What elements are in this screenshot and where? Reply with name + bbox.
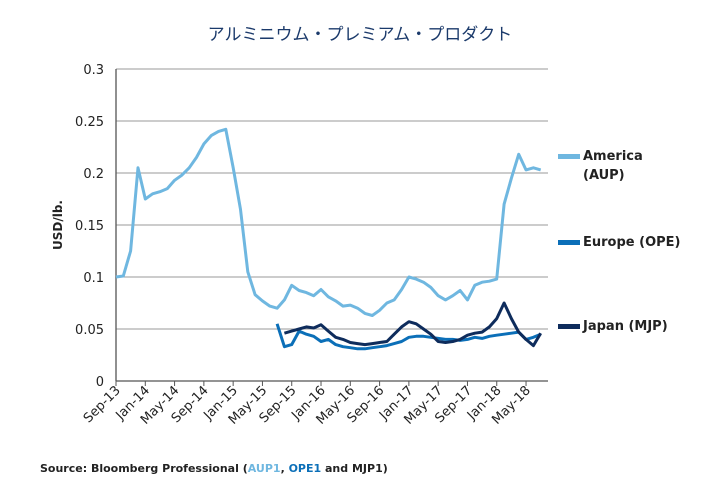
legend: America (AUP) Europe (OPE) Japan (MJP) <box>558 149 680 334</box>
source-code-ope1: OPE1 <box>288 462 322 475</box>
source-code-aup1: AUP1 <box>247 462 281 475</box>
y-tick-label: 0.1 <box>83 271 104 286</box>
legend-swatch <box>558 324 580 329</box>
legend-label: Japan (MJP) <box>582 319 668 334</box>
y-tick-label: 0.25 <box>75 115 104 130</box>
source-prefix: Source: Bloomberg Professional ( <box>40 462 248 475</box>
source-note: Source: Bloomberg Professional (AUP1, OP… <box>40 462 388 475</box>
source-sep1: , <box>280 462 289 475</box>
series-line-2 <box>283 301 542 348</box>
y-tick-label: 0 <box>96 375 104 390</box>
legend-swatch <box>558 240 580 245</box>
source-code-mjp1: MJP1 <box>351 462 383 475</box>
source-suffix: ) <box>382 462 388 475</box>
series-lines <box>115 127 542 351</box>
y-tick-label: 0.15 <box>75 219 104 234</box>
legend-swatch <box>558 154 580 159</box>
y-tick-labels: 0 0.05 0.1 0.15 0.2 0.25 0.3 <box>75 63 104 390</box>
y-tick-label: 0.3 <box>83 63 104 78</box>
chart-title: アルミニウム・プレミアム・プロダクト <box>208 25 513 45</box>
legend-label: America (AUP) <box>583 149 643 183</box>
x-tick-labels: Sep-13Jan-14May-14Sep-14Jan-15May-15Sep-… <box>81 381 534 428</box>
y-axis-label: USD/lb. <box>51 200 65 250</box>
legend-label: Europe (OPE) <box>583 235 680 250</box>
y-tick-label: 0.2 <box>83 167 104 182</box>
y-tick-label: 0.05 <box>75 323 104 338</box>
source-sep2: and <box>321 462 352 475</box>
series-line-0 <box>115 127 542 317</box>
gridlines <box>115 68 548 382</box>
series-line-1 <box>275 323 542 351</box>
